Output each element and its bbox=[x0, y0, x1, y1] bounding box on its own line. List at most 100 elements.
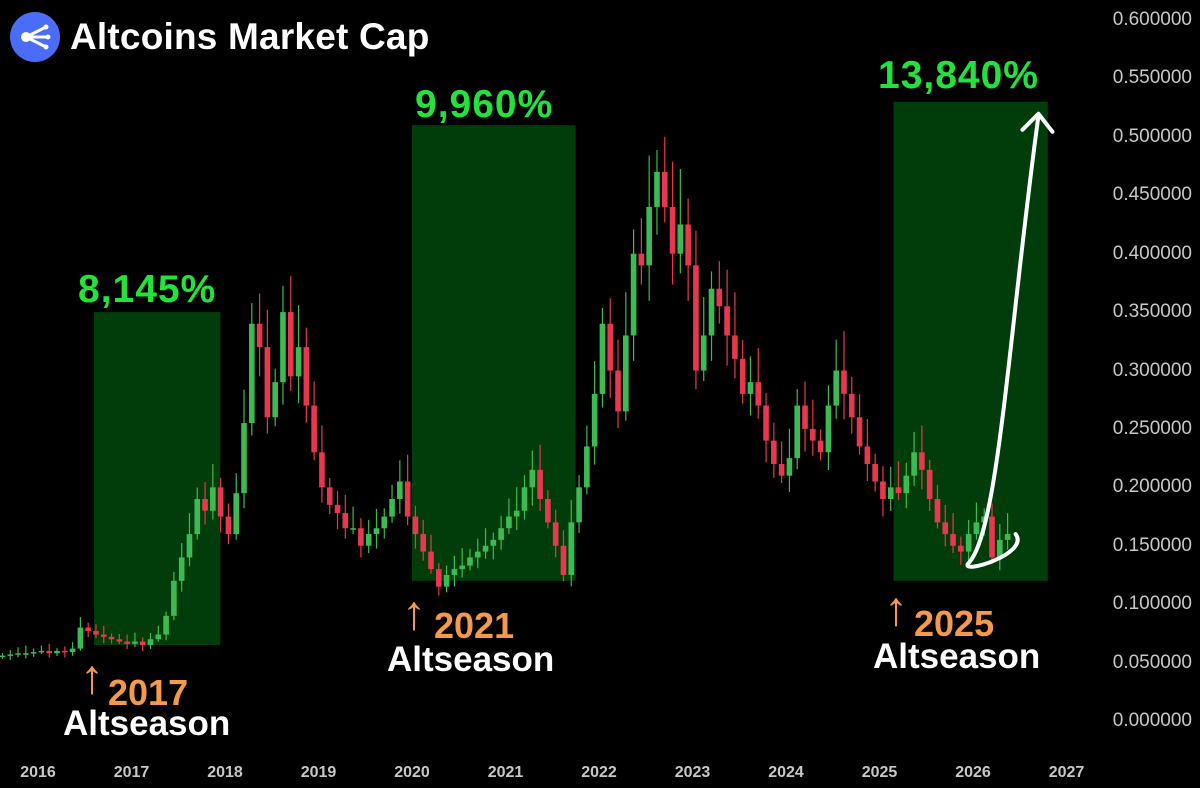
candle-body bbox=[926, 469, 933, 500]
up-arrow-icon-2021: ↑ bbox=[402, 587, 426, 640]
candle-body bbox=[825, 405, 832, 453]
zone-2017-percent: 8,145% bbox=[78, 268, 217, 311]
candle-body bbox=[381, 516, 388, 529]
candle-body bbox=[747, 382, 754, 394]
candle-body bbox=[794, 405, 801, 459]
candle-body bbox=[373, 528, 380, 535]
candle-body bbox=[654, 171, 660, 207]
candle-body bbox=[256, 323, 263, 348]
candle-body bbox=[763, 405, 769, 441]
candle-body bbox=[482, 545, 489, 552]
candle-body bbox=[864, 446, 871, 464]
candle-body bbox=[186, 534, 193, 558]
candle-body bbox=[646, 206, 652, 266]
candle-body bbox=[708, 288, 715, 336]
candle-body bbox=[467, 557, 473, 566]
zone-2021-percent: 9,960% bbox=[415, 83, 554, 126]
y-tick-label: 0.150000 bbox=[1112, 534, 1192, 556]
y-tick-label: 0.550000 bbox=[1112, 67, 1192, 89]
candle-body bbox=[264, 347, 271, 418]
zone-2025-percent: 13,840% bbox=[878, 54, 1039, 97]
candle-body bbox=[428, 551, 434, 570]
candle-body bbox=[903, 475, 910, 494]
candle-body bbox=[965, 534, 972, 552]
candle-body bbox=[552, 522, 559, 546]
projection-curve bbox=[965, 113, 1041, 569]
candle-body bbox=[233, 493, 240, 535]
candle-body bbox=[919, 452, 925, 470]
candle-body bbox=[155, 634, 162, 640]
altseason-zone bbox=[94, 312, 221, 646]
candle-body bbox=[334, 504, 341, 514]
x-tick-label: 2026 bbox=[955, 764, 991, 781]
chart-title: Altcoins Market Cap bbox=[70, 16, 430, 57]
y-tick-label: 0.050000 bbox=[1112, 651, 1192, 673]
y-tick-label: 0.500000 bbox=[1112, 125, 1192, 147]
candle-body bbox=[194, 499, 201, 535]
candle-body bbox=[77, 627, 84, 649]
candle-body bbox=[848, 393, 855, 418]
candle-body bbox=[716, 288, 723, 307]
candle-body bbox=[23, 653, 29, 655]
x-tick-label: 2027 bbox=[1048, 764, 1085, 781]
x-tick-label: 2018 bbox=[207, 764, 243, 781]
candle-body bbox=[872, 463, 878, 482]
candle-body bbox=[38, 650, 45, 653]
y-tick-label: 0.300000 bbox=[1112, 359, 1192, 381]
candle-body bbox=[1004, 534, 1011, 540]
candle-body bbox=[46, 650, 53, 654]
candle-body bbox=[638, 253, 645, 266]
candle-body bbox=[568, 522, 575, 575]
candle-body bbox=[210, 487, 216, 511]
candle-body bbox=[365, 534, 372, 546]
candle-body bbox=[139, 641, 146, 646]
annotation-label-2021: Altseason bbox=[387, 640, 555, 679]
candle-body bbox=[802, 405, 808, 429]
annotation-year-2017: 2017 bbox=[108, 672, 189, 713]
candle-body bbox=[350, 528, 356, 530]
candle-body bbox=[669, 206, 676, 254]
candle-body bbox=[202, 499, 208, 511]
candle-body bbox=[973, 522, 980, 535]
candle-body bbox=[887, 487, 894, 500]
candle-body bbox=[116, 639, 123, 642]
candle-body bbox=[241, 423, 247, 494]
candle-body bbox=[950, 534, 956, 546]
candle-body bbox=[576, 487, 582, 523]
candle-body bbox=[911, 452, 917, 476]
candle-body bbox=[584, 446, 590, 488]
candle-body bbox=[693, 265, 699, 371]
candle-body bbox=[521, 487, 528, 511]
candle-body bbox=[7, 654, 14, 656]
candle-body bbox=[15, 653, 21, 655]
candle-body bbox=[108, 636, 115, 640]
candle-body bbox=[54, 650, 60, 654]
candle-body bbox=[778, 463, 785, 476]
candle-body bbox=[93, 631, 99, 635]
candle-body bbox=[61, 650, 68, 653]
candle-body bbox=[560, 545, 567, 575]
candle-body bbox=[490, 539, 497, 546]
candle-body bbox=[326, 487, 333, 505]
x-tick-label: 2019 bbox=[300, 764, 337, 781]
candle-body bbox=[817, 440, 824, 453]
candle-body bbox=[30, 652, 37, 654]
up-arrow-icon-2017: ↑ bbox=[80, 651, 104, 704]
candle-body bbox=[248, 323, 255, 424]
candle-body bbox=[856, 417, 863, 447]
candle-body bbox=[287, 312, 294, 377]
candle-body bbox=[85, 627, 91, 632]
x-tick-label: 2020 bbox=[394, 764, 430, 781]
y-tick-label: 0.250000 bbox=[1112, 417, 1192, 439]
candle-body bbox=[880, 481, 886, 500]
projection-arrowhead-icon bbox=[1020, 111, 1055, 134]
candle-body bbox=[622, 335, 629, 412]
candle-body bbox=[732, 335, 738, 359]
candle-body bbox=[607, 323, 614, 371]
x-tick-label: 2025 bbox=[861, 764, 898, 781]
candle-body bbox=[615, 370, 621, 412]
x-tick-label: 2022 bbox=[581, 764, 617, 781]
candle-body bbox=[272, 382, 278, 418]
candle-body bbox=[147, 639, 154, 646]
